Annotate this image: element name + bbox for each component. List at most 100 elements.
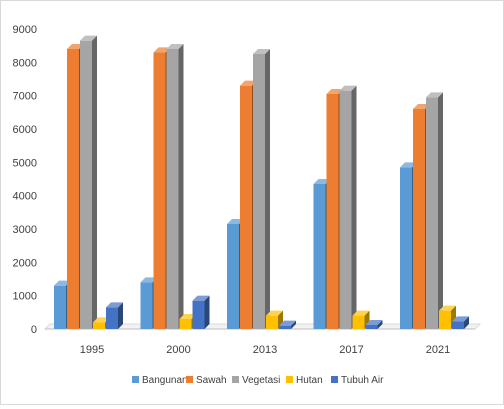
legend-label: Hutan [296, 375, 323, 386]
bar-front [365, 325, 378, 329]
bar-side [265, 49, 270, 329]
bar [426, 92, 443, 329]
x-tick-label: 1995 [80, 344, 104, 356]
bar-front [352, 315, 365, 329]
bar-top [352, 310, 370, 316]
y-axis: 0 1000 2000 3000 4000 5000 6000 7000 8000 9000 [13, 24, 37, 336]
bar [365, 320, 383, 329]
bar-front [326, 94, 339, 329]
legend-label: Vegetasi [242, 375, 280, 386]
legend-label: Tubuh Air [341, 375, 384, 386]
bar [339, 85, 357, 330]
legend-item[interactable]: Tubuh Air [331, 375, 384, 386]
bar-front [67, 49, 79, 329]
bar [253, 49, 270, 329]
bar-side [204, 295, 210, 329]
y-tick-label: 3000 [13, 224, 37, 236]
bar-top [192, 295, 210, 301]
bar-top [179, 314, 197, 319]
bar [166, 44, 184, 329]
y-tick-label: 4000 [13, 191, 37, 203]
bar-top [80, 35, 97, 41]
bar [192, 295, 210, 329]
bar-front [253, 54, 265, 329]
bar-front [54, 285, 66, 329]
bar [106, 302, 123, 329]
bar [352, 310, 370, 329]
x-tick-label: 2017 [339, 344, 363, 356]
bar-top [266, 310, 283, 316]
bar-top [413, 104, 430, 109]
bar-front [166, 49, 179, 329]
legend-item[interactable]: Hutan [286, 375, 323, 386]
bar-side [291, 320, 296, 329]
bar [279, 320, 296, 329]
y-tick-label: 2000 [13, 257, 37, 269]
bar-top [326, 89, 344, 94]
bar-front [93, 322, 105, 329]
bar-top [54, 280, 71, 286]
y-tick-label: 8000 [13, 57, 37, 69]
legend-swatch [186, 376, 193, 383]
bar-top [67, 44, 84, 49]
y-tick-label: 5000 [13, 157, 37, 169]
bar-side [92, 35, 97, 330]
bar [80, 35, 97, 330]
bar-front [179, 319, 192, 329]
y-tick-label: 7000 [13, 91, 37, 103]
bar-top [339, 85, 357, 91]
y-tick-label: 9000 [13, 24, 37, 36]
bar-front [313, 184, 326, 329]
bar-top [153, 47, 171, 53]
bar-front [426, 97, 438, 329]
legend-item[interactable]: Bangunan [132, 375, 188, 386]
bar-front [227, 224, 239, 329]
bar-top [452, 316, 469, 322]
bar-side [377, 320, 383, 329]
bar-front [452, 321, 464, 329]
x-tick-label: 2021 [426, 344, 450, 356]
x-tick-label: 2013 [253, 344, 277, 356]
legend-swatch [232, 376, 239, 383]
bar-front [400, 167, 412, 329]
bar-top [106, 302, 123, 308]
bar-side [438, 92, 443, 329]
bars [54, 35, 469, 330]
x-axis: 1995 2000 2013 2017 2021 [80, 344, 450, 356]
bar-top [166, 44, 184, 49]
y-tick-label: 6000 [13, 124, 37, 136]
bar-top [253, 49, 270, 54]
bar-front [279, 325, 291, 329]
legend-swatch [286, 376, 293, 383]
bar-front [106, 307, 118, 329]
bar-front [140, 282, 153, 329]
legend-swatch [331, 376, 338, 383]
bar-top [240, 80, 257, 86]
bar-side [464, 316, 469, 329]
x-tick-label: 2000 [166, 344, 190, 356]
bar-side [178, 44, 184, 329]
y-tick-label: 0 [31, 324, 37, 336]
legend-swatch [132, 376, 139, 383]
bar-front [413, 109, 425, 329]
bar-front [439, 310, 451, 329]
bar-front [153, 52, 166, 329]
bar-front [266, 315, 278, 329]
legend-item[interactable]: Vegetasi [232, 375, 280, 386]
legend-item[interactable]: Sawah [186, 375, 227, 386]
bar-top [426, 92, 443, 98]
bar-top [140, 277, 158, 283]
bar-front [339, 90, 352, 330]
bar [452, 316, 469, 329]
legend-label: Bangunan [142, 375, 188, 386]
bar-top [439, 305, 456, 311]
bar-top [313, 179, 331, 184]
bar-top [93, 317, 110, 323]
bar-top [400, 162, 417, 168]
bar-top [227, 219, 244, 224]
bar-side [351, 85, 357, 330]
legend[interactable]: Bangunan Sawah Vegetasi Hutan Tubuh Air [132, 375, 384, 386]
bar-top [279, 320, 296, 326]
